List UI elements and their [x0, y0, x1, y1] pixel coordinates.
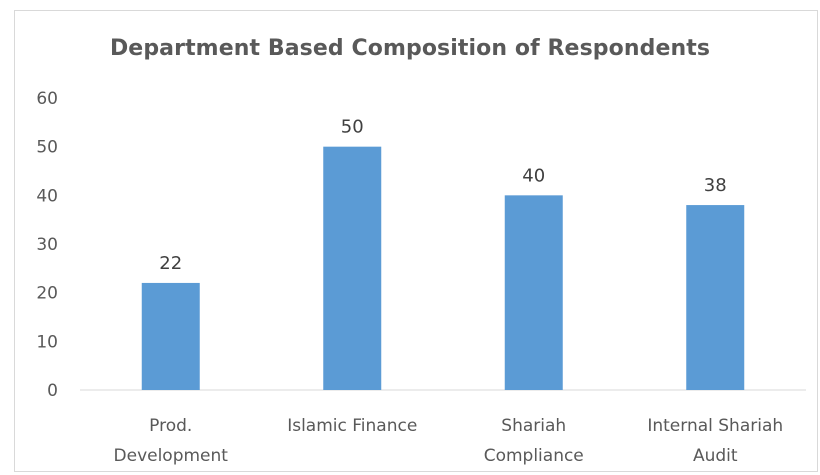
x-tick-label: Compliance [484, 446, 584, 466]
bar [323, 146, 382, 390]
x-tick-label: Audit [693, 446, 738, 466]
chart-area [14, 10, 818, 472]
y-tick-label: 10 [36, 332, 58, 352]
x-tick-label: Development [114, 446, 229, 466]
x-tick-label: Islamic Finance [287, 416, 417, 436]
y-tick-label: 20 [36, 284, 58, 304]
y-tick-label: 30 [36, 235, 58, 255]
data-label: 40 [522, 165, 545, 186]
bar [686, 205, 745, 390]
y-tick-label: 0 [47, 381, 58, 401]
y-tick-label: 50 [36, 138, 58, 158]
bar [504, 195, 563, 390]
data-label: 50 [341, 117, 364, 138]
bar [141, 282, 200, 390]
data-label: 38 [704, 175, 727, 196]
data-label: 22 [159, 253, 182, 274]
x-tick-label: Internal Shariah [647, 416, 783, 436]
chart-title: Department Based Composition of Responde… [109, 36, 711, 61]
x-tick-label: Prod. [149, 416, 192, 436]
y-tick-label: 60 [36, 89, 58, 109]
y-tick-label: 40 [36, 186, 58, 206]
x-tick-label: Shariah [501, 416, 566, 436]
